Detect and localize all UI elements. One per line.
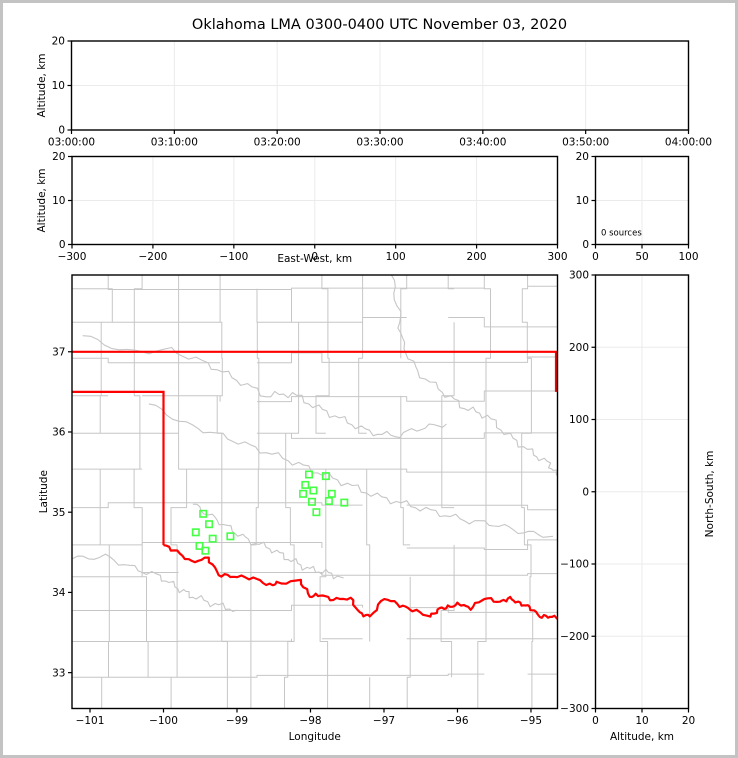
river-line <box>192 503 344 580</box>
x-tick-label: 04:00:00 <box>665 137 712 149</box>
y-tick-label: 0 <box>582 486 589 498</box>
x-tick-label: −101 <box>76 715 105 727</box>
lma-station-marker <box>226 532 235 541</box>
y-tick-label: 20 <box>52 36 65 48</box>
ew-panel-ylabel: Altitude, km <box>36 168 48 232</box>
y-tick-label: 34 <box>52 587 66 599</box>
x-tick-label: −95 <box>520 715 542 727</box>
river-line <box>72 553 238 612</box>
lma-station-marker <box>307 497 316 506</box>
x-tick-label: 20 <box>682 715 695 727</box>
x-tick-label: −99 <box>226 715 248 727</box>
figure-title: Oklahoma LMA 0300-0400 UTC November 03, … <box>192 17 567 33</box>
x-tick-label: −300 <box>58 251 87 263</box>
y-tick-label: 20 <box>52 151 65 163</box>
y-tick-label: 33 <box>52 667 65 679</box>
x-tick-label: −200 <box>138 251 167 263</box>
x-tick-label: 200 <box>467 251 487 263</box>
x-tick-label: 03:10:00 <box>151 137 198 149</box>
river-line <box>82 335 447 439</box>
x-tick-label: −97 <box>373 715 395 727</box>
lma-station-marker <box>304 470 313 479</box>
state-border-red-river <box>163 544 558 621</box>
y-tick-label: 300 <box>569 270 589 282</box>
lma-station-marker <box>199 509 208 518</box>
lma-station-marker <box>195 541 204 550</box>
x-tick-label: 03:50:00 <box>562 137 609 149</box>
lma-station-marker <box>191 528 200 537</box>
y-tick-label: 20 <box>576 151 589 163</box>
river-line <box>390 275 558 477</box>
lma-station-marker <box>301 480 310 489</box>
state-border-line <box>72 390 165 546</box>
y-tick-label: 0 <box>58 125 65 137</box>
y-tick-label: 200 <box>569 342 589 354</box>
y-tick-label: −200 <box>560 631 589 643</box>
x-tick-label: 100 <box>386 251 406 263</box>
x-tick-label: 03:40:00 <box>459 137 506 149</box>
x-tick-label: 03:20:00 <box>254 137 301 149</box>
x-tick-label: 0 <box>592 715 599 727</box>
y-tick-label: 100 <box>569 414 589 426</box>
x-tick-label: −100 <box>149 715 178 727</box>
time-panel-ylabel: Altitude, km <box>36 53 48 117</box>
x-tick-label: 100 <box>678 251 698 263</box>
lma-station-marker <box>205 520 214 529</box>
map-xlabel: Longitude <box>289 731 341 743</box>
lma-station-marker <box>299 489 308 498</box>
y-tick-label: 0 <box>582 239 589 251</box>
lma-station-marker <box>201 546 210 555</box>
lma-station-marker <box>312 508 321 517</box>
ns-panel-xlabel: Altitude, km <box>610 731 674 743</box>
ew-panel-xlabel: East-West, km <box>277 253 352 265</box>
ns-panel-ylabel: North-South, km <box>704 451 716 538</box>
x-tick-label: 03:00:00 <box>48 137 95 149</box>
gridlines-layer <box>71 41 689 709</box>
lma-station-marker <box>324 496 333 505</box>
y-tick-label: −100 <box>560 559 589 571</box>
map-ylabel: Latitude <box>38 470 50 513</box>
y-tick-label: 10 <box>52 80 65 92</box>
lma-station-marker <box>327 489 336 498</box>
lma-station-marker <box>340 498 349 507</box>
x-tick-label: −98 <box>299 715 321 727</box>
x-tick-label: 300 <box>547 251 567 263</box>
x-tick-label: 0 <box>592 251 599 263</box>
map-layer <box>72 275 558 709</box>
x-tick-label: 50 <box>635 251 648 263</box>
x-tick-label: −100 <box>219 251 248 263</box>
lma-station-marker <box>208 534 217 543</box>
x-tick-label: −96 <box>446 715 468 727</box>
ticks-layer: 03:00:00 03:10:00 03:20:00 03:30:00 03:40:00… <box>48 36 712 727</box>
y-tick-label: 10 <box>52 195 65 207</box>
panel-border-map <box>71 274 559 710</box>
lma-station-marker <box>321 472 330 481</box>
x-tick-label: 10 <box>635 715 648 727</box>
y-tick-label: 35 <box>52 507 65 519</box>
county-boundaries <box>72 275 558 709</box>
source-count-annotation: 0 sources <box>601 229 642 239</box>
x-tick-label: 0 <box>311 251 318 263</box>
x-tick-label: 03:30:00 <box>356 137 403 149</box>
river-line <box>148 403 554 538</box>
y-tick-label: −300 <box>560 703 589 715</box>
y-tick-label: 37 <box>52 346 65 358</box>
y-tick-label: 10 <box>576 195 589 207</box>
y-tick-label: 36 <box>52 427 66 439</box>
y-tick-label: 0 <box>59 239 66 251</box>
lma-station-marker <box>309 486 318 495</box>
